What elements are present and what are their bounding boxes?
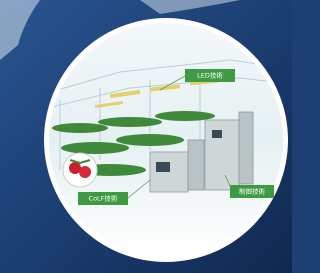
label-text: 制御技術 — [239, 187, 266, 196]
label-text: LED技術 — [197, 71, 223, 80]
page: LED技術 CoLF技術 制御技術 (() => { const data = … — [0, 0, 292, 273]
label-text: CoLF技術 — [89, 194, 118, 203]
illustration: LED技術 CoLF技術 制御技術 — [0, 0, 292, 273]
